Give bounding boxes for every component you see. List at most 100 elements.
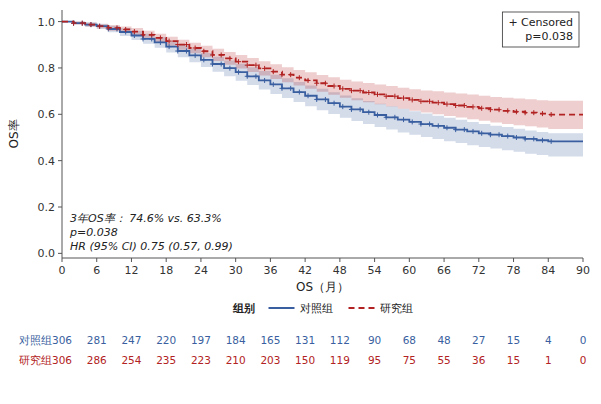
censor-mark: [401, 117, 406, 122]
censor-mark: [193, 53, 198, 58]
censor-mark: [245, 74, 250, 79]
x-tick-label: 72: [472, 264, 486, 277]
censor-mark: [375, 92, 380, 97]
censor-mark: [444, 102, 449, 107]
legend-entry: 研究组: [380, 302, 413, 315]
censor-mark: [184, 42, 189, 47]
censor-mark: [375, 112, 380, 117]
annotation-box-frame: [502, 12, 579, 47]
censor-mark: [340, 104, 345, 109]
at-risk-count: 306: [52, 334, 72, 346]
censor-mark: [262, 66, 267, 71]
y-tick-label: 0.6: [38, 108, 56, 121]
at-risk-count: 95: [368, 354, 381, 366]
x-tick-label: 90: [576, 264, 590, 277]
censor-mark: [471, 104, 476, 109]
censor-mark: [323, 97, 328, 102]
censor-mark: [167, 39, 172, 44]
legend-entry: 对照组: [300, 302, 333, 315]
censor-mark: [297, 90, 302, 95]
censor-mark: [462, 127, 467, 132]
censor-mark: [497, 107, 502, 112]
censor-mark: [523, 136, 528, 141]
at-risk-count: 119: [330, 354, 350, 366]
at-risk-count: 197: [191, 334, 211, 346]
at-risk-count: 203: [260, 354, 280, 366]
at-risk-label: 研究组: [19, 354, 52, 366]
censor-mark: [453, 127, 458, 132]
censor-mark: [392, 115, 397, 120]
censor-mark: [97, 24, 102, 29]
y-tick: [58, 253, 62, 254]
censor-mark: [279, 72, 284, 77]
censor-mark: [418, 122, 423, 127]
at-risk-count: 55: [437, 354, 450, 366]
censor-mark: [418, 99, 423, 104]
censor-mark: [193, 46, 198, 51]
at-risk-count: 254: [121, 354, 141, 366]
annotation: 3年OS率： 74.6% vs. 63.3%p=0.038HR (95% CI)…: [69, 212, 233, 253]
at-risk-count: 150: [295, 354, 315, 366]
x-tick-label: 78: [507, 264, 521, 277]
y-tick: [58, 160, 62, 161]
y-tick-label: 0.0: [38, 247, 56, 260]
censor-mark: [392, 94, 397, 99]
censor-mark: [253, 63, 258, 68]
censor-mark: [332, 101, 337, 106]
at-risk-count: 235: [156, 354, 176, 366]
x-tick-label: 30: [229, 264, 243, 277]
at-risk-count: 48: [437, 334, 450, 346]
censor-mark: [479, 106, 484, 111]
censor-mark: [349, 107, 354, 112]
x-tick-label: 60: [402, 264, 416, 277]
censor-mark: [175, 42, 180, 47]
axes: 0.00.20.40.60.81.00612182430364248546066…: [38, 10, 591, 277]
at-risk-table: 对照组3062812472201971841651311129068482715…: [19, 334, 586, 366]
x-tick: [513, 258, 514, 262]
censor-mark: [340, 86, 345, 91]
at-risk-count: 0: [580, 354, 587, 366]
y-tick: [58, 21, 62, 22]
at-risk-count: 68: [403, 334, 416, 346]
censor-mark: [497, 132, 502, 137]
at-risk-count: 131: [295, 334, 315, 346]
censor-mark: [514, 135, 519, 140]
censor-mark: [306, 78, 311, 83]
x-tick-label: 24: [194, 264, 208, 277]
censor-mark: [366, 90, 371, 95]
at-risk-count: 27: [472, 334, 485, 346]
x-tick-label: 66: [437, 264, 451, 277]
censor-mark: [167, 44, 172, 49]
censor-mark: [358, 107, 363, 112]
censor-mark: [332, 84, 337, 89]
x-tick: [583, 258, 584, 262]
at-risk-count: 220: [156, 334, 176, 346]
x-tick-label: 36: [263, 264, 277, 277]
censor-mark: [141, 32, 146, 37]
censor-mark: [219, 52, 224, 57]
x-tick: [96, 258, 97, 262]
x-axis-label: OS（月）: [296, 280, 349, 294]
legend-title: 组别: [232, 302, 255, 315]
censor-mark: [158, 35, 163, 40]
censor-mark: [444, 125, 449, 130]
x-tick: [339, 258, 340, 262]
legend: 组别 对照组 研究组: [232, 302, 413, 315]
censor-mark: [314, 97, 319, 102]
censor-mark: [253, 74, 258, 79]
censor-mark: [184, 49, 189, 54]
censor-mark: [436, 100, 441, 105]
at-risk-count: 286: [87, 354, 107, 366]
censor-mark: [132, 29, 137, 34]
at-risk-count: 165: [260, 334, 280, 346]
censor-mark: [88, 22, 93, 27]
chart: 0.00.20.40.60.81.00612182430364248546066…: [0, 0, 601, 404]
censor-mark: [201, 49, 206, 54]
censor-mark: [175, 49, 180, 54]
x-tick: [62, 258, 63, 262]
censor-mark: [288, 86, 293, 91]
censor-mark: [488, 132, 493, 137]
censor-mark: [427, 99, 432, 104]
censor-marks: [71, 21, 554, 117]
y-tick-label: 0.4: [38, 155, 56, 168]
